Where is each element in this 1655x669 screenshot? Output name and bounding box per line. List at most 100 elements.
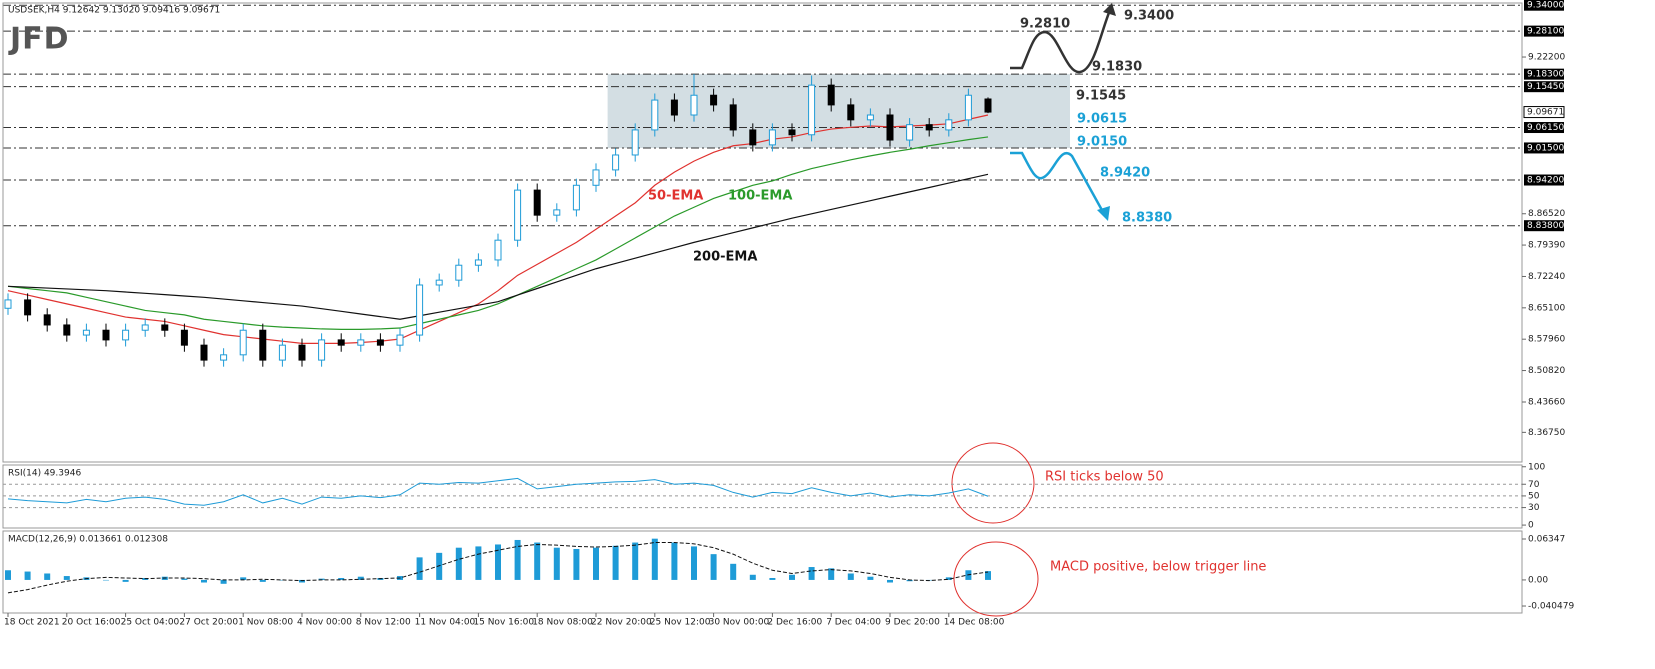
macd-header: MACD(12,26,9) 0.013661 0.012308 [8,535,168,545]
candle-body [278,344,286,361]
level-label: 9.18300 [1527,70,1564,80]
macd-bar [749,574,756,580]
macd-bar [201,579,207,583]
x-tick-label: 25 Oct 04:00 [121,618,180,628]
macd-bar [63,576,70,580]
macd-bar [730,563,737,580]
ema-label: 50-EMA [648,189,703,204]
price-annotation: 9.3400 [1124,9,1174,24]
down-arrowhead [1097,206,1110,221]
y-tick-label: 8.72240 [1528,272,1565,282]
x-tick-label: 7 Dec 04:00 [826,618,881,628]
candle-body [631,129,639,156]
level-label: 9.15450 [1527,82,1564,92]
macd-bar [181,578,188,580]
candle-body [494,239,502,261]
candle-body [788,129,796,136]
candle-body [945,119,953,131]
candle-body [808,84,816,136]
candle-body [592,169,600,186]
candle-body [533,189,541,216]
level-label: 9.01500 [1527,143,1564,153]
rsi-panel [2,464,1523,529]
ema-line [7,173,989,320]
macd-bar [632,542,639,580]
level-label-box [1524,142,1564,154]
y-tick-label: 100 [1528,462,1545,472]
y-tick-label: 70 [1528,480,1540,490]
candle-body [141,324,149,331]
candle-body [161,324,169,331]
macd-bar [789,574,795,580]
logo: JFD [8,22,70,57]
candle-body [122,329,130,341]
price-panel [2,2,1523,463]
x-tick-label: 30 Nov 00:00 [709,618,770,628]
candle-body [220,354,228,361]
candle-body [455,264,463,281]
macd-bar [847,573,854,580]
x-tick-label: 15 Nov 16:00 [473,618,534,628]
ema-label: 200-EMA [693,250,757,265]
candle-body [416,284,424,336]
candle-body [572,184,580,211]
x-tick-label: 25 Nov 12:00 [650,618,711,628]
ema-label: 100-EMA [728,189,792,204]
candle-body [4,299,12,309]
price-annotation: 9.2810 [1020,17,1070,32]
macd-bar [887,579,893,583]
candle-body [768,129,776,146]
macd-bar [691,546,697,580]
ema-line [7,114,989,345]
candle-body [259,329,267,361]
macd-highlight-circle [953,541,1039,617]
macd-bar [808,567,815,580]
level-label: 9.28100 [1527,27,1564,37]
level-label: 9.06150 [1527,123,1564,133]
background-layer [3,4,1522,227]
candle-body [357,339,365,346]
y-tick-label: 8.57960 [1528,335,1565,345]
y-tick-label: 8.36750 [1528,428,1565,438]
y-tick-label: -0.040479 [1528,602,1574,612]
macd-bar [495,544,501,580]
x-tick-label: 22 Nov 20:00 [591,618,652,628]
macd-bar [945,577,952,580]
candle-body [827,84,835,106]
macd-bar [612,545,619,580]
candle-body [964,94,972,121]
candle-body [749,129,757,146]
macd-bar [240,577,247,580]
level-label: 8.83800 [1527,221,1564,231]
macd-bar [299,579,305,583]
candle-body [239,329,247,356]
macd-bar [24,571,31,580]
macd-bar [220,579,227,584]
candle-body [24,299,32,316]
macd-bar [338,577,345,580]
candle-body [180,329,188,346]
y-tick-label: 8.79390 [1528,241,1565,251]
macd-bar [475,546,482,580]
candle-body [474,259,482,266]
last-price-box [1523,106,1565,119]
y-tick-label: 0.06347 [1528,535,1565,545]
candle-body [102,329,110,341]
y-tick-label: 8.86520 [1528,209,1565,219]
candle-body [553,209,561,216]
rsi-highlight-circle [951,442,1035,524]
macd-bar [259,579,266,582]
candle-body [729,104,737,131]
x-tick-label: 4 Nov 00:00 [297,618,352,628]
price-annotation: 8.9420 [1100,166,1150,181]
down-scenario-arrow [1010,151,1105,213]
y-tick-label: 9.22200 [1528,53,1565,63]
macd-annotation: MACD positive, below trigger line [1050,560,1266,575]
candle-body [984,98,992,113]
macd-bar [514,539,521,580]
candle-body [200,344,208,361]
candle-body [396,334,404,346]
candle-body [435,279,443,286]
macd-bar [651,538,658,580]
